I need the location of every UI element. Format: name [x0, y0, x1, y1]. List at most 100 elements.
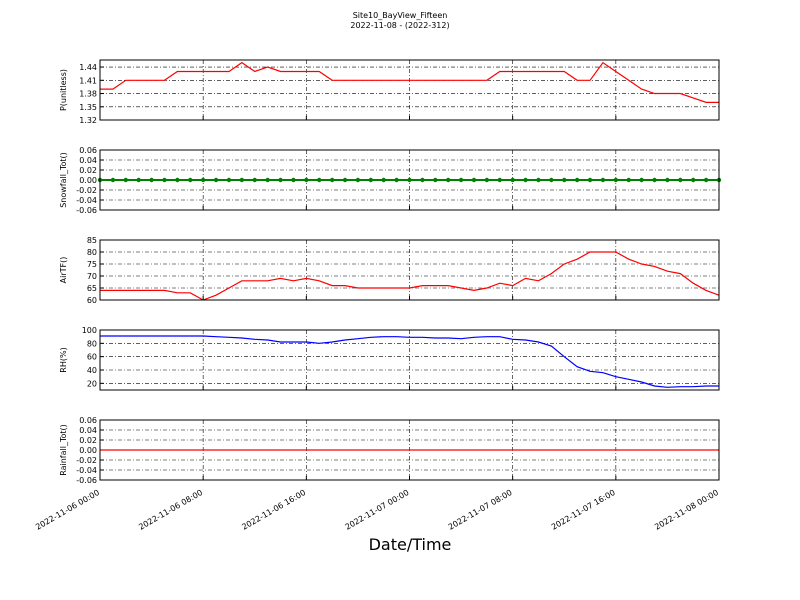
y-axis-label: Snowfall_Tot(): [59, 152, 68, 208]
data-point: [239, 177, 245, 183]
y-tick-label: -0.04: [76, 196, 97, 205]
y-tick-label: 60: [87, 296, 97, 305]
data-point: [613, 177, 619, 183]
data-point: [652, 177, 657, 183]
y-tick-label: 0.00: [79, 176, 97, 185]
y-tick-label: 100: [82, 326, 97, 335]
data-line: [100, 61, 719, 103]
data-point: [574, 177, 580, 183]
y-tick-label: 20: [87, 379, 97, 388]
data-point: [523, 177, 528, 183]
y-tick-label: 1.32: [79, 116, 97, 125]
data-point: [136, 177, 141, 183]
x-tick-label: 2022-11-07 00:00: [344, 488, 411, 532]
x-tick-label: 2022-11-06 00:00: [34, 488, 101, 532]
data-point: [497, 177, 502, 183]
y-tick-label: 80: [87, 339, 97, 348]
plot-frame: [99, 239, 720, 301]
y-tick-label: 0.02: [79, 436, 97, 445]
x-tick-label: 2022-11-06 16:00: [240, 488, 307, 532]
plot-frame: [99, 419, 720, 481]
y-tick-label: -0.02: [76, 456, 97, 465]
y-tick-label: 1.44: [79, 63, 97, 72]
data-point: [536, 177, 541, 183]
data-point: [123, 177, 128, 183]
y-axis-label: Rainfall_Tot(): [59, 424, 68, 476]
plot-frame: [99, 149, 720, 211]
y-axis-label: RH(%): [59, 347, 68, 372]
x-tick-label: 2022-11-07 08:00: [447, 488, 514, 532]
y-tick-label: 40: [87, 366, 97, 375]
data-point: [252, 177, 257, 183]
data-point: [317, 177, 322, 183]
data-point: [342, 177, 348, 183]
data-point: [265, 177, 270, 183]
data-point: [304, 177, 309, 183]
y-tick-label: 0.00: [79, 446, 97, 455]
y-tick-label: 0.04: [79, 156, 97, 165]
y-axis-label: AirTF(): [59, 257, 68, 284]
data-point: [484, 177, 490, 183]
y-tick-label: 0.04: [79, 426, 97, 435]
data-point: [510, 177, 515, 183]
y-tick-label: 75: [87, 260, 97, 269]
y-tick-label: 1.38: [79, 90, 97, 99]
y-tick-label: 85: [87, 236, 97, 245]
data-point: [665, 177, 670, 183]
y-tick-label: 65: [87, 284, 97, 293]
data-point: [213, 177, 219, 183]
y-axis-label: P(unitless): [59, 69, 68, 111]
x-tick-label: 2022-11-08 00:00: [653, 488, 720, 532]
data-point: [162, 177, 167, 183]
data-point: [587, 177, 593, 183]
data-point: [691, 177, 696, 183]
data-point: [420, 177, 425, 183]
data-point: [110, 177, 116, 183]
data-point: [458, 177, 464, 183]
data-point: [678, 177, 683, 183]
y-tick-label: 80: [87, 248, 97, 257]
data-point: [445, 177, 451, 183]
y-tick-label: 0.06: [79, 416, 97, 425]
chart-subtitle: 2022-11-08 - (2022-312): [350, 21, 449, 30]
x-axis-label: Date/Time: [369, 535, 452, 554]
y-tick-label: 0.06: [79, 146, 97, 155]
y-tick-label: -0.04: [76, 466, 97, 475]
y-tick-label: 1.41: [79, 76, 97, 85]
y-tick-label: -0.06: [76, 476, 97, 485]
y-tick-label: 70: [87, 272, 97, 281]
y-tick-label: 60: [87, 353, 97, 362]
y-tick-label: 1.35: [79, 103, 97, 112]
data-point: [226, 177, 232, 183]
data-point: [188, 177, 193, 183]
data-point: [355, 177, 361, 183]
data-point: [562, 177, 567, 183]
data-point: [549, 177, 554, 183]
plot-frame: [99, 59, 720, 121]
data-point: [471, 177, 477, 183]
data-point: [149, 177, 154, 183]
y-tick-label: 0.02: [79, 166, 97, 175]
data-point: [278, 177, 283, 183]
x-tick-label: 2022-11-07 16:00: [550, 488, 617, 532]
data-point: [626, 177, 631, 183]
data-point: [407, 177, 412, 183]
data-point: [368, 177, 374, 183]
chart-title: Site10_BayView_Fifteen: [353, 11, 448, 20]
data-point: [600, 177, 606, 183]
y-tick-label: -0.06: [76, 206, 97, 215]
data-point: [200, 177, 206, 183]
plot-frame: [99, 329, 720, 391]
data-point: [394, 177, 399, 183]
x-tick-label: 2022-11-06 08:00: [137, 488, 204, 532]
data-point: [433, 177, 438, 183]
data-point: [381, 177, 386, 183]
data-point: [639, 177, 644, 183]
data-point: [329, 177, 335, 183]
data-line: [100, 335, 719, 388]
data-point: [703, 177, 709, 183]
y-tick-label: -0.02: [76, 186, 97, 195]
data-point: [175, 177, 180, 183]
data-point: [291, 177, 296, 183]
